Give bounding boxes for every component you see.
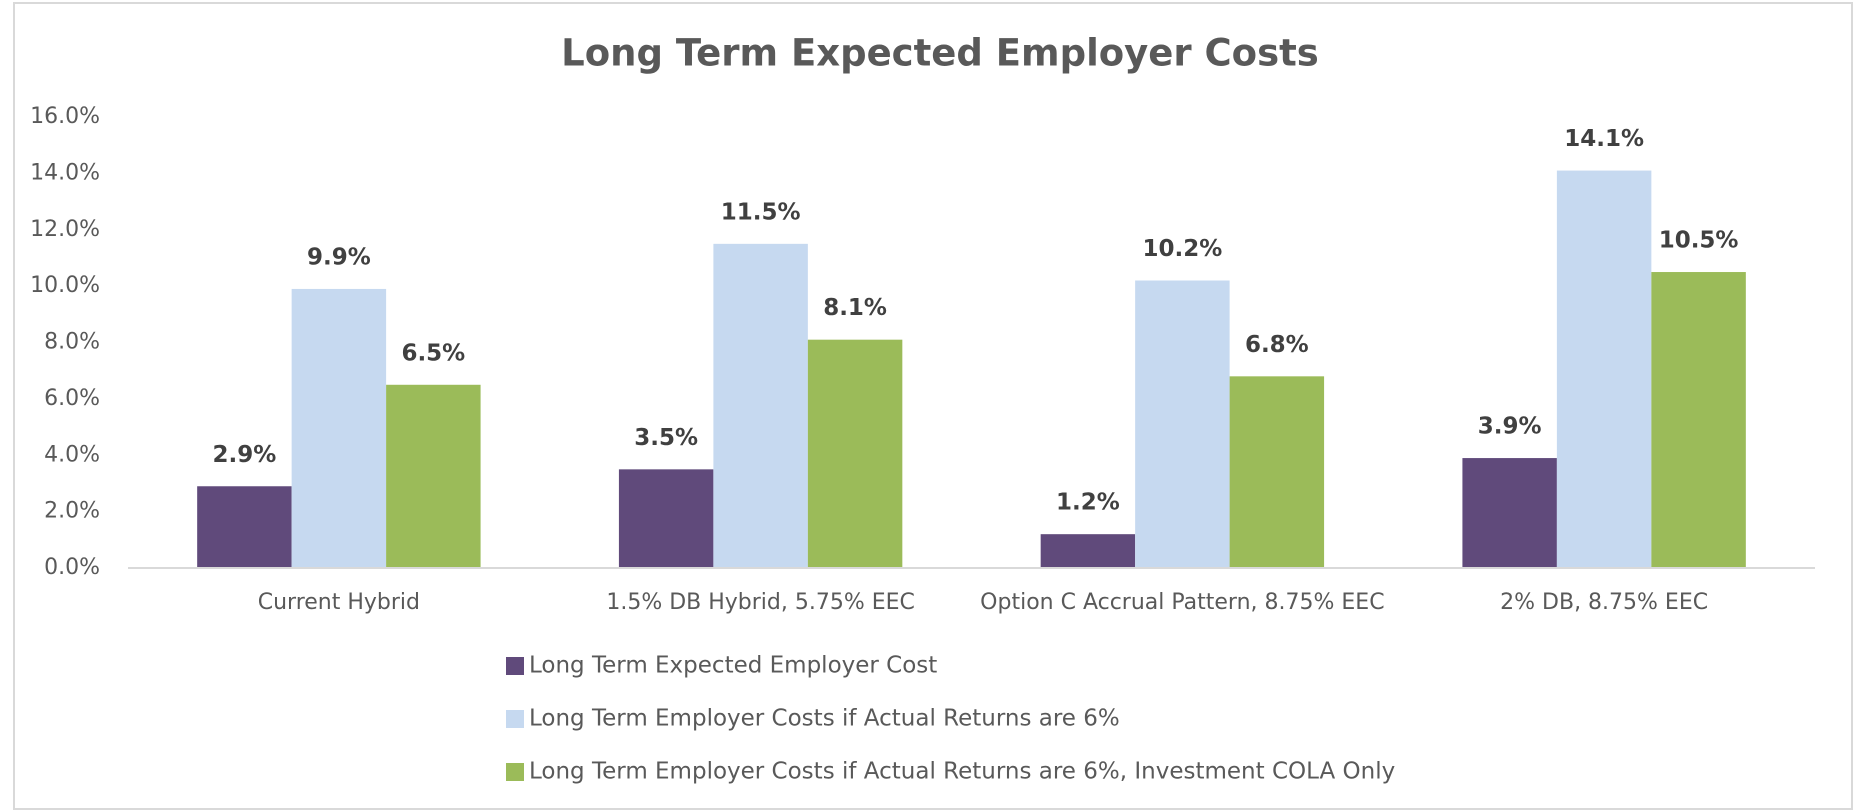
x-tick-label: Option C Accrual Pattern, 8.75% EEC (980, 590, 1384, 615)
legend-swatch (506, 763, 524, 781)
y-tick-label: 8.0% (44, 330, 100, 355)
chart-title: Long Term Expected Employer Costs (561, 32, 1319, 75)
y-tick-label: 14.0% (30, 160, 100, 185)
value-label: 10.2% (1142, 236, 1222, 262)
y-tick-label: 16.0% (30, 104, 100, 129)
value-label: 6.5% (401, 340, 465, 366)
bar (1651, 272, 1746, 568)
bar (1135, 280, 1230, 568)
bar (1462, 458, 1557, 568)
value-label: 10.5% (1659, 228, 1739, 254)
value-label: 3.5% (634, 425, 698, 451)
value-label: 3.9% (1478, 414, 1542, 440)
y-tick-label: 2.0% (44, 499, 100, 524)
bar (386, 384, 481, 568)
value-label: 6.8% (1245, 332, 1309, 358)
legend-label: Long Term Expected Employer Cost (529, 653, 937, 679)
x-tick-label: 1.5% DB Hybrid, 5.75% EEC (606, 590, 915, 615)
legend-swatch (506, 657, 524, 675)
y-tick-label: 0.0% (44, 555, 100, 580)
bar (1040, 534, 1136, 568)
bar (807, 339, 903, 568)
y-tick-label: 6.0% (44, 386, 100, 411)
bar (291, 288, 387, 568)
value-label: 11.5% (721, 199, 801, 225)
bar (1229, 376, 1325, 568)
legend-swatch (506, 710, 524, 728)
value-label: 9.9% (307, 244, 371, 270)
bar (197, 486, 292, 568)
x-tick-label: 2% DB, 8.75% EEC (1500, 590, 1708, 615)
value-label: 2.9% (213, 442, 277, 468)
bar (713, 243, 808, 568)
x-tick-label: Current Hybrid (258, 590, 420, 615)
y-tick-label: 4.0% (44, 442, 100, 467)
bar (1556, 170, 1652, 568)
value-label: 1.2% (1056, 490, 1120, 516)
bar (618, 469, 714, 568)
y-tick-label: 10.0% (30, 273, 100, 298)
legend-label: Long Term Employer Costs if Actual Retur… (529, 706, 1120, 732)
legend-label: Long Term Employer Costs if Actual Retur… (529, 759, 1395, 785)
value-label: 14.1% (1564, 126, 1644, 152)
y-tick-label: 12.0% (30, 217, 100, 242)
value-label: 8.1% (823, 295, 887, 321)
